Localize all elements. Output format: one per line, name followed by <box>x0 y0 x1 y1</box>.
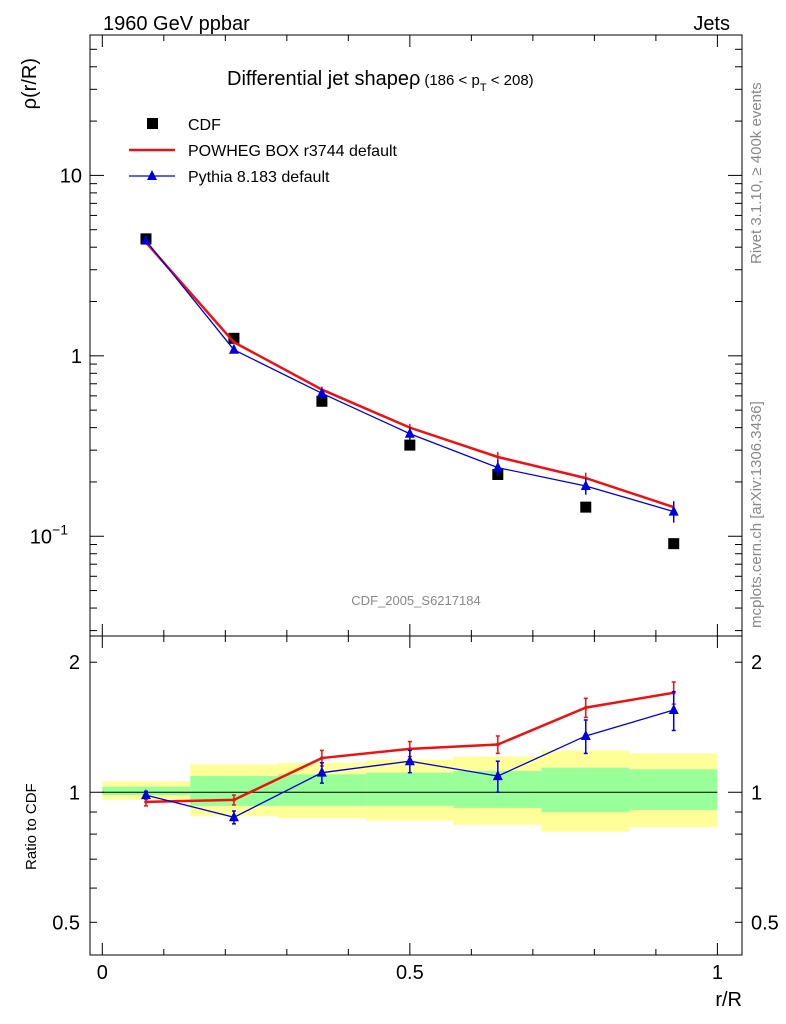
legend: CDF POWHEG BOX r3744 default Pythia 8.18… <box>129 117 398 186</box>
cdf-point <box>316 395 328 407</box>
ratio-y-tick-label: 0.5 <box>52 912 80 934</box>
pythia-ratio-point <box>316 766 327 777</box>
ratio-data-layer <box>102 681 718 832</box>
ratio-plot: 0 0.5 1 2 2 1 1 0.5 0.5 Ratio to CDF r/R <box>23 635 779 1011</box>
pythia-ratio-point <box>492 770 503 781</box>
y-tick-label: 10−1 <box>30 521 68 548</box>
powheg-ratio-point <box>583 705 588 710</box>
ratio-y-tick-label-right: 0.5 <box>751 912 779 934</box>
pythia-point <box>492 461 503 472</box>
ratio-y-tick-label: 1 <box>69 782 80 804</box>
ratio-ylabel: Ratio to CDF <box>23 783 40 870</box>
pythia-ratio-point <box>228 811 239 822</box>
pythia-ratio-point <box>140 789 151 800</box>
ratio-stat-band <box>366 772 454 806</box>
ratio-frame <box>89 635 743 956</box>
legend-pythia-marker <box>147 170 157 180</box>
pythia-ratio-point <box>404 755 415 766</box>
main-plot: 10 1 10−1 ρ(r/R) Differential jet shapeρ (1… <box>19 34 743 637</box>
ratio-y-tick-label-right: 1 <box>751 782 762 804</box>
cdf-point <box>668 538 680 550</box>
powheg-ratio-point <box>232 798 236 802</box>
header-right: Jets <box>693 13 730 35</box>
legend-cdf-label: CDF <box>188 117 221 134</box>
mcplots-label: mcplots.cern.ch [arXiv:1306.3436] <box>748 401 765 628</box>
pythia-line <box>145 240 674 513</box>
pythia-point <box>668 505 679 516</box>
legend-cdf-marker <box>147 118 158 129</box>
rivet-label: Rivet 3.1.10, ≥ 400k events <box>748 82 765 264</box>
main-axes: 10 1 10−1 <box>30 34 742 636</box>
cdf-point <box>228 332 240 344</box>
powheg-line <box>145 241 675 509</box>
ratio-stat-band <box>629 769 718 810</box>
x-tick-label: 0 <box>97 962 108 984</box>
cdf-point <box>404 439 416 451</box>
legend-powheg-label: POWHEG BOX r3744 default <box>188 143 398 160</box>
ratio-stat-band <box>541 767 630 813</box>
ratio-y-tick-label: 2 <box>69 652 80 674</box>
x-tick-label: 0.5 <box>396 962 424 984</box>
pythia-ratio-point <box>580 729 591 740</box>
header-left: 1960 GeV ppbar <box>103 13 250 35</box>
ratio-y-tick-label-right: 2 <box>751 652 762 674</box>
pythia-point <box>580 479 591 490</box>
pythia-point <box>228 343 239 354</box>
pythia-point <box>404 427 415 438</box>
x-tick-label: 1 <box>712 962 723 984</box>
ratio-axes: 0 0.5 1 2 2 1 1 0.5 0.5 <box>52 636 779 984</box>
powheg-ratio-point <box>144 800 148 804</box>
cdf-point <box>580 501 592 513</box>
pythia-point <box>140 234 151 245</box>
powheg-ratio-point <box>496 742 500 747</box>
x-axis-label: r/R <box>715 989 742 1011</box>
main-title: Differential jet shapeρ (186 < pT < 208) <box>227 68 534 94</box>
y-tick-label: 1 <box>71 346 82 368</box>
powheg-ratio-point <box>320 756 324 760</box>
legend-pythia-label: Pythia 8.183 default <box>188 169 330 186</box>
main-data-layer <box>140 233 680 550</box>
main-ylabel: ρ(r/R) <box>19 58 41 109</box>
analysis-watermark: CDF_2005_S6217184 <box>351 593 480 608</box>
pythia-ratio-point <box>668 704 679 715</box>
pythia-point <box>316 387 327 398</box>
y-tick-label: 10 <box>60 165 82 187</box>
